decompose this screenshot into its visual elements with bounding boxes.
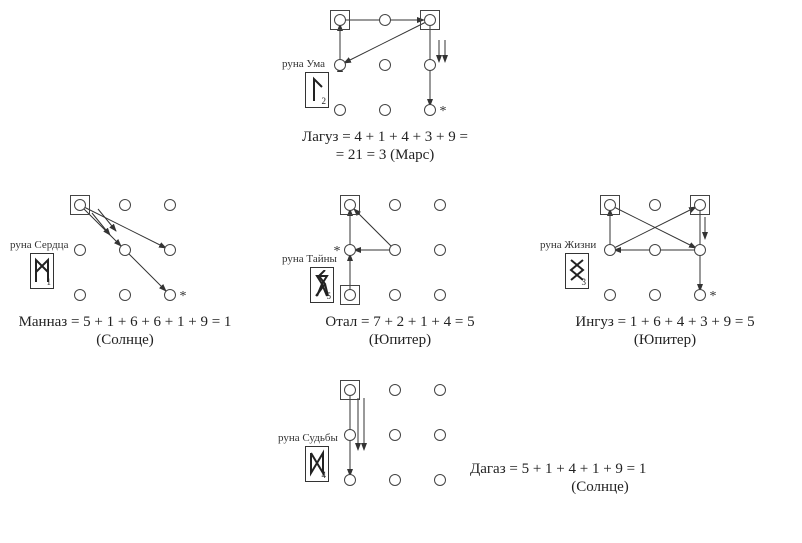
grid-dot	[434, 244, 446, 256]
caption: Отал = 7 + 2 + 1 + 4 = 5 (Юпитер)	[285, 313, 515, 349]
grid-dot	[434, 289, 446, 301]
panel-mannaz: руна Сердца 1 * Манназ = 5 + 1 + 6 + 6 +…	[70, 195, 300, 365]
grid-dot	[164, 289, 176, 301]
caption-line2: (Юпитер)	[369, 332, 431, 348]
grid-dot	[649, 289, 661, 301]
star-marker: *	[440, 105, 447, 119]
rune-number: 4	[322, 470, 327, 480]
grid-dot	[379, 14, 391, 26]
grid-dot	[434, 474, 446, 486]
rune-label: руна Судьбы	[278, 432, 338, 444]
grid-dot	[694, 289, 706, 301]
grid-dot	[389, 384, 401, 396]
grid-dot	[119, 199, 131, 211]
rune-number: 1	[47, 277, 52, 287]
caption-line2: (Солнце)	[470, 478, 730, 496]
rune-box-mannaz: 1	[30, 253, 54, 289]
panel-dagaz: руна Судьбы 4 Дагаз = 5 + 1 + 4 + 1 + 9 …	[340, 380, 740, 540]
grid-dot	[604, 289, 616, 301]
grid-dot	[74, 199, 86, 211]
caption-line1: Дагаз = 5 + 1 + 4 + 1 + 9 = 1	[470, 461, 646, 477]
grid-dot	[694, 199, 706, 211]
grid-dot	[379, 104, 391, 116]
grid-dot	[334, 59, 346, 71]
grid-dot	[344, 244, 356, 256]
grid-dot	[119, 244, 131, 256]
grid-dot	[164, 199, 176, 211]
grid-dot	[389, 244, 401, 256]
grid-dot	[344, 289, 356, 301]
caption: Ингуз = 1 + 6 + 4 + 3 + 9 = 5 (Юпитер)	[545, 313, 785, 349]
star-marker: *	[334, 245, 341, 259]
caption-line1: Отал = 7 + 2 + 1 + 4 = 5	[325, 314, 474, 330]
caption: Манназ = 5 + 1 + 6 + 6 + 1 + 9 = 1 (Солн…	[0, 313, 250, 349]
grid-dot	[379, 59, 391, 71]
grid-dot	[434, 199, 446, 211]
grid-dot	[389, 199, 401, 211]
rune-number: 3	[582, 277, 587, 287]
rune-box-inguz: 3	[565, 253, 589, 289]
caption-line1: Манназ = 5 + 1 + 6 + 6 + 1 + 9 = 1	[19, 314, 232, 330]
grid-dot	[649, 199, 661, 211]
rune-number: 2	[322, 96, 327, 106]
grid-dot	[389, 429, 401, 441]
rune-box-laguz: 2	[305, 72, 329, 108]
grid-dot	[424, 59, 436, 71]
grid-dot	[434, 384, 446, 396]
grid-dot	[344, 474, 356, 486]
grid-dot	[344, 199, 356, 211]
grid-dot	[344, 384, 356, 396]
grid-dot	[334, 104, 346, 116]
star-marker: *	[180, 290, 187, 304]
grid-dot	[424, 14, 436, 26]
grid-dot	[389, 474, 401, 486]
rune-box-othal: 5	[310, 267, 334, 303]
caption: Лагуз = 4 + 1 + 4 + 3 + 9 = = 21 = 3 (Ма…	[270, 128, 500, 164]
grid-dot	[334, 14, 346, 26]
rune-label: руна Сердца	[10, 239, 68, 251]
caption-line2: (Юпитер)	[634, 332, 696, 348]
grid-dot	[694, 244, 706, 256]
grid-dot	[74, 289, 86, 301]
grid-dot	[604, 244, 616, 256]
panel-othal: руна Тайны 5 * Отал = 7 + 2 + 1 + 4 = 5 …	[340, 195, 570, 365]
rune-box-dagaz: 4	[305, 446, 329, 482]
panel-inguz: руна Жизни 3 * Ингуз = 1 + 6 + 4 + 3 + 9…	[600, 195, 802, 365]
rune-label: руна Тайны	[282, 253, 337, 265]
grid-dot	[434, 429, 446, 441]
caption-line2: (Солнце)	[96, 332, 154, 348]
grid-dot	[649, 244, 661, 256]
grid-dot	[164, 244, 176, 256]
caption-line1: Лагуз = 4 + 1 + 4 + 3 + 9 =	[302, 129, 468, 145]
panel-laguz: руна Ума 2 * Лагуз = 4 + 1 + 4 + 3 + 9 =	[330, 10, 560, 180]
grid-dot	[424, 104, 436, 116]
grid-dot	[389, 289, 401, 301]
grid-dot	[604, 199, 616, 211]
rune-number: 5	[327, 291, 332, 301]
arrows-dagaz	[340, 380, 480, 520]
caption-line2: = 21 = 3 (Марс)	[336, 147, 435, 163]
caption-line1: Ингуз = 1 + 6 + 4 + 3 + 9 = 5	[575, 314, 754, 330]
star-marker: *	[710, 290, 717, 304]
grid-dot	[74, 244, 86, 256]
rune-label: руна Жизни	[540, 239, 596, 251]
grid-dot	[344, 429, 356, 441]
grid-dot	[119, 289, 131, 301]
caption: Дагаз = 5 + 1 + 4 + 1 + 9 = 1 (Солнце)	[470, 460, 730, 496]
rune-label: руна Ума	[282, 58, 325, 70]
